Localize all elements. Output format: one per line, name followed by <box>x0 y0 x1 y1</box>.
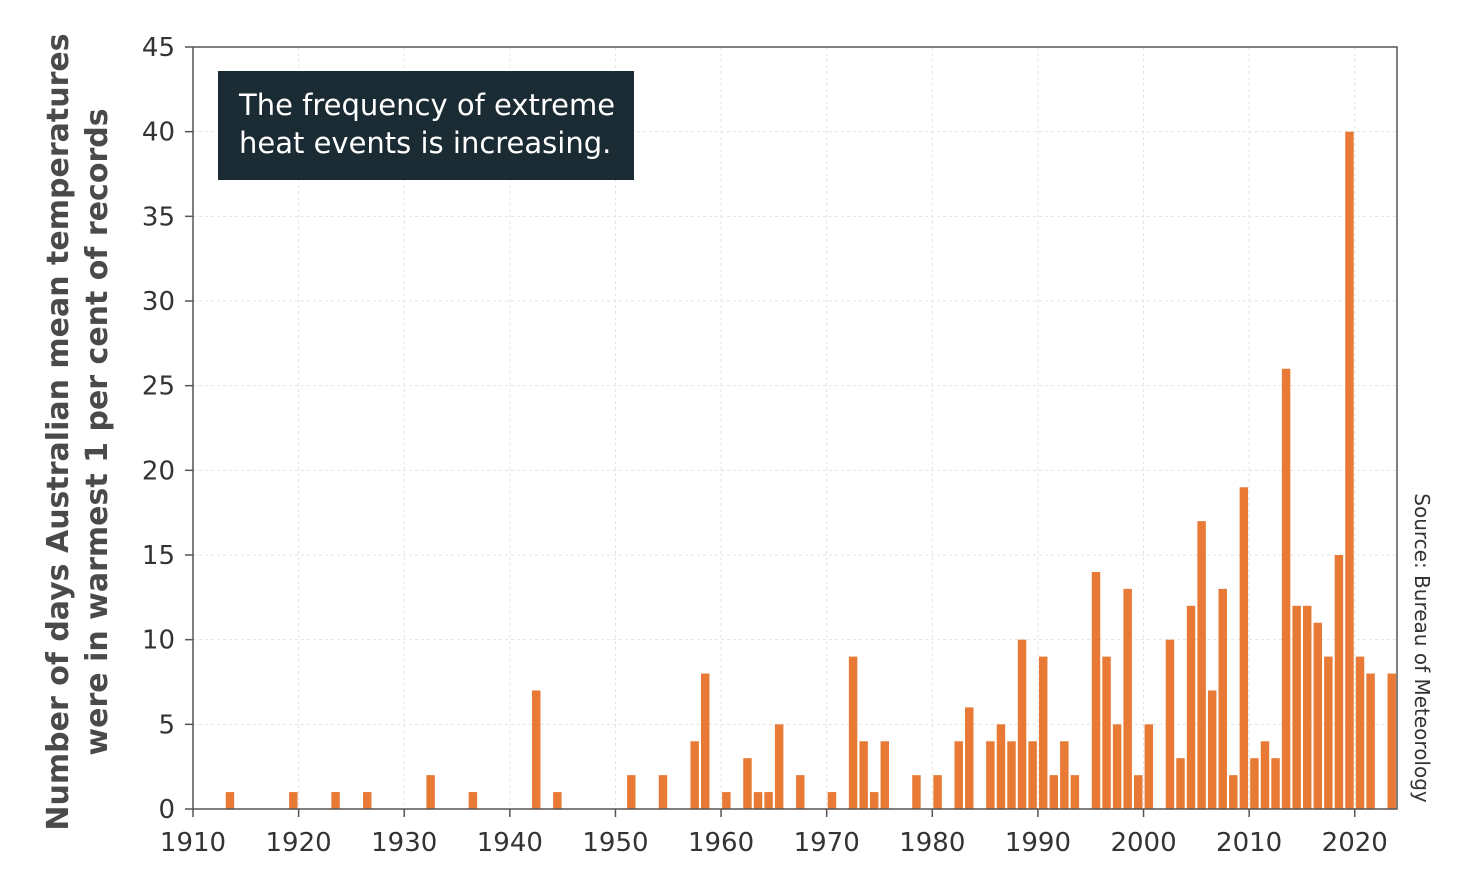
bar-1975 <box>880 741 889 809</box>
bar-2000 <box>1144 724 1154 809</box>
annotation-line-2: heat events is increasing. <box>239 126 611 160</box>
x-tick-label: 1940 <box>477 828 543 858</box>
x-tick-label: 1980 <box>899 828 965 858</box>
x-tick-label: 2000 <box>1110 828 1176 858</box>
x-tick-label: 1990 <box>1005 828 1071 858</box>
bar-1992 <box>1060 741 1069 809</box>
bar-1967 <box>796 775 805 809</box>
bar-1989 <box>1028 741 1037 809</box>
bar-1963 <box>753 792 763 809</box>
bar-1986 <box>996 724 1006 809</box>
bar-2015 <box>1303 605 1312 809</box>
x-tick-label: 1920 <box>266 828 332 858</box>
bar-2008 <box>1229 775 1238 809</box>
bar-2019 <box>1345 131 1354 809</box>
bar-2014 <box>1292 605 1301 809</box>
bar-1991 <box>1049 775 1058 809</box>
x-tick-label: 1930 <box>371 828 437 858</box>
bar-2005 <box>1197 521 1206 809</box>
x-tick-label: 2010 <box>1216 828 1282 858</box>
bar-2020 <box>1355 656 1365 809</box>
bar-1962 <box>743 758 752 809</box>
bar-1998 <box>1123 588 1132 809</box>
bar-1936 <box>468 792 478 809</box>
bar-2012 <box>1271 758 1280 809</box>
x-tick-label: 1910 <box>160 828 226 858</box>
x-tick-label: 2020 <box>1322 828 1388 858</box>
bar-2010 <box>1250 758 1259 809</box>
bar-1997 <box>1112 724 1122 809</box>
bar-1978 <box>912 775 921 809</box>
bar-1988 <box>1017 639 1027 809</box>
bar-1973 <box>859 741 868 809</box>
bar-1932 <box>426 775 435 809</box>
bar-1926 <box>363 792 372 809</box>
bar-1964 <box>764 792 773 809</box>
annotation-callout: The frequency of extreme heat events is … <box>218 71 634 180</box>
bars-layer <box>225 131 1396 809</box>
y-tick-label: 20 <box>142 456 175 486</box>
bar-1944 <box>553 792 562 809</box>
y-axis-title-line-2: were in warmest 1 per cent of records <box>80 108 115 755</box>
bar-1957 <box>690 741 699 809</box>
y-tick-label: 15 <box>142 541 175 571</box>
bar-2016 <box>1313 622 1323 809</box>
bar-1990 <box>1038 656 1048 809</box>
bar-1951 <box>627 775 636 809</box>
bar-2004 <box>1186 605 1196 809</box>
bar-1999 <box>1134 775 1143 809</box>
bar-2021 <box>1366 673 1375 809</box>
x-tick-label: 1960 <box>688 828 754 858</box>
bar-2002 <box>1165 639 1175 809</box>
y-axis-title-line-1: Number of days Australian mean temperatu… <box>41 33 76 830</box>
bar-2023 <box>1387 673 1396 809</box>
y-tick-label: 35 <box>142 202 175 232</box>
y-tick-label: 25 <box>142 372 175 402</box>
bar-1972 <box>848 656 858 809</box>
y-tick-label: 0 <box>158 795 175 825</box>
y-tick-label: 10 <box>142 626 175 656</box>
bar-1995 <box>1091 571 1101 809</box>
bar-2009 <box>1239 487 1249 809</box>
bar-1960 <box>722 792 731 809</box>
bar-1954 <box>658 775 668 809</box>
bar-1970 <box>827 792 837 809</box>
plot-frame <box>192 46 1398 810</box>
bar-2007 <box>1218 588 1227 809</box>
bar-2003 <box>1176 758 1185 809</box>
y-tick-label: 40 <box>142 118 175 148</box>
bar-1923 <box>331 792 340 809</box>
bar-1919 <box>289 792 298 809</box>
y-tick-label: 45 <box>142 33 175 63</box>
bar-1980 <box>933 775 942 809</box>
x-tick-label: 1950 <box>582 828 648 858</box>
annotation-line-1: The frequency of extreme <box>238 88 615 122</box>
y-tick-label: 30 <box>142 287 175 317</box>
ticks-layer: 0 5 10 15 20 25 30 35 40 45 1910 1920 1930 1940 1950 19… <box>142 33 1388 858</box>
bar-1982 <box>954 741 963 809</box>
bar-1974 <box>869 792 879 809</box>
y-axis-title: Number of days Australian mean temperatu… <box>41 33 115 830</box>
annotation-box <box>218 71 634 180</box>
bar-2013 <box>1281 368 1291 809</box>
bar-1942 <box>532 690 541 809</box>
bar-1913 <box>225 792 235 809</box>
bar-2011 <box>1260 741 1270 809</box>
y-tick-label: 5 <box>158 710 175 740</box>
x-tick-label: 1970 <box>794 828 860 858</box>
bar-1958 <box>701 673 710 809</box>
source-label: Source: Bureau of Meteorology <box>1410 493 1434 803</box>
bar-1996 <box>1102 656 1111 809</box>
bar-1965 <box>774 724 784 809</box>
bar-1993 <box>1070 775 1080 809</box>
bar-2018 <box>1334 555 1344 809</box>
bar-1987 <box>1007 741 1016 809</box>
bar-2017 <box>1324 656 1333 809</box>
bar-1983 <box>965 707 974 809</box>
bar-1985 <box>986 741 995 809</box>
bar-2006 <box>1207 690 1217 809</box>
